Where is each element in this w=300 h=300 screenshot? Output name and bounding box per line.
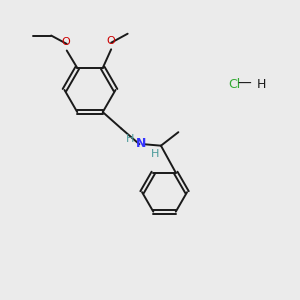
Text: O: O (107, 36, 116, 46)
Text: —: — (238, 77, 251, 91)
Text: H: H (126, 134, 134, 144)
Text: H: H (152, 149, 160, 159)
Text: H: H (256, 77, 266, 91)
Text: O: O (62, 37, 70, 47)
Text: Cl: Cl (228, 77, 240, 91)
Text: N: N (136, 137, 146, 150)
